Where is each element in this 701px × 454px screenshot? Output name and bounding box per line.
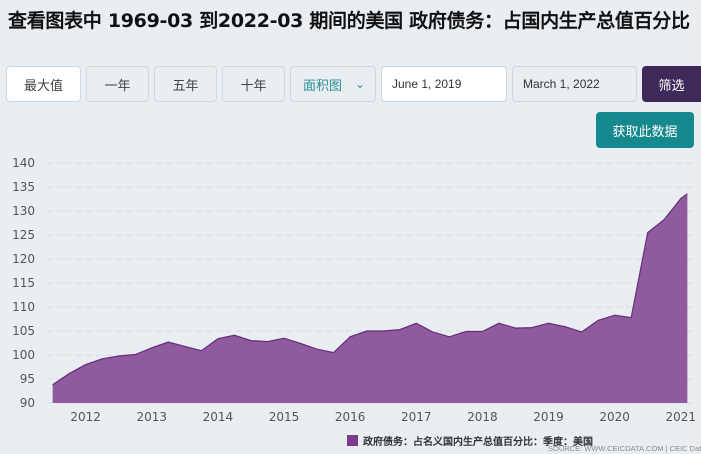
- x-tick-label: 2018: [467, 410, 498, 424]
- series-line: [52, 193, 688, 386]
- range-10y-button[interactable]: 十年: [222, 66, 285, 102]
- x-tick-label: 2017: [401, 410, 432, 424]
- y-tick-label: 90: [20, 396, 35, 410]
- y-tick-label: 110: [12, 300, 35, 314]
- y-tick-label: 115: [12, 276, 35, 290]
- y-tick-label: 120: [12, 252, 35, 266]
- legend-label: 政府债务：占名义国内生产总值百分比：季度：美国: [363, 437, 593, 448]
- x-axis-ticks: 2012 2013 2014 2015 2016 2017 2018 2019 2020 2021: [70, 410, 696, 424]
- range-5y-button[interactable]: 五年: [154, 66, 217, 102]
- filter-button[interactable]: 筛选: [642, 66, 701, 102]
- y-tick-label: 95: [20, 372, 35, 386]
- legend: 政府债务：占名义国内生产总值百分比：季度：美国: [347, 433, 593, 448]
- series-area: [52, 193, 688, 403]
- chart-type-select[interactable]: 面积图 ⌄: [290, 66, 376, 102]
- x-tick-label: 2019: [533, 410, 564, 424]
- x-tick-label: 2021: [666, 410, 697, 424]
- y-tick-label: 100: [12, 348, 35, 362]
- get-data-button[interactable]: 获取此数据: [596, 112, 694, 148]
- source-text: SOURCE: WWW.CEICDATA.COM | CEIC Data: [548, 444, 701, 453]
- end-date-input[interactable]: March 1, 2022: [512, 66, 637, 102]
- x-tick-label: 2013: [137, 410, 168, 424]
- legend-swatch: [347, 435, 358, 446]
- x-tick-label: 2012: [70, 410, 101, 424]
- x-tick-label: 2014: [203, 410, 234, 424]
- x-tick-label: 2016: [335, 410, 366, 424]
- y-tick-label: 130: [12, 204, 35, 218]
- chart-type-value: 面积图: [303, 78, 343, 94]
- y-tick-label: 135: [12, 180, 35, 194]
- x-tick-label: 2015: [269, 410, 300, 424]
- y-tick-label: 140: [12, 156, 35, 170]
- y-tick-label: 105: [12, 324, 35, 338]
- chevron-down-icon: ⌄: [354, 77, 365, 91]
- y-axis-ticks: 140 135 130 125 120 115 110 105 100 95 90: [12, 156, 35, 410]
- area-chart: 140 135 130 125 120 115 110 105 100 95 90 2012 2013…: [12, 156, 696, 424]
- range-1y-button[interactable]: 一年: [86, 66, 149, 102]
- page-title: 查看图表中 1969-03 到2022-03 期间的美国 政府债务：占国内生产总…: [8, 10, 690, 32]
- x-tick-label: 2020: [599, 410, 630, 424]
- range-max-button[interactable]: 最大值: [6, 66, 81, 102]
- start-date-input[interactable]: June 1, 2019: [381, 66, 507, 102]
- y-tick-label: 125: [12, 228, 35, 242]
